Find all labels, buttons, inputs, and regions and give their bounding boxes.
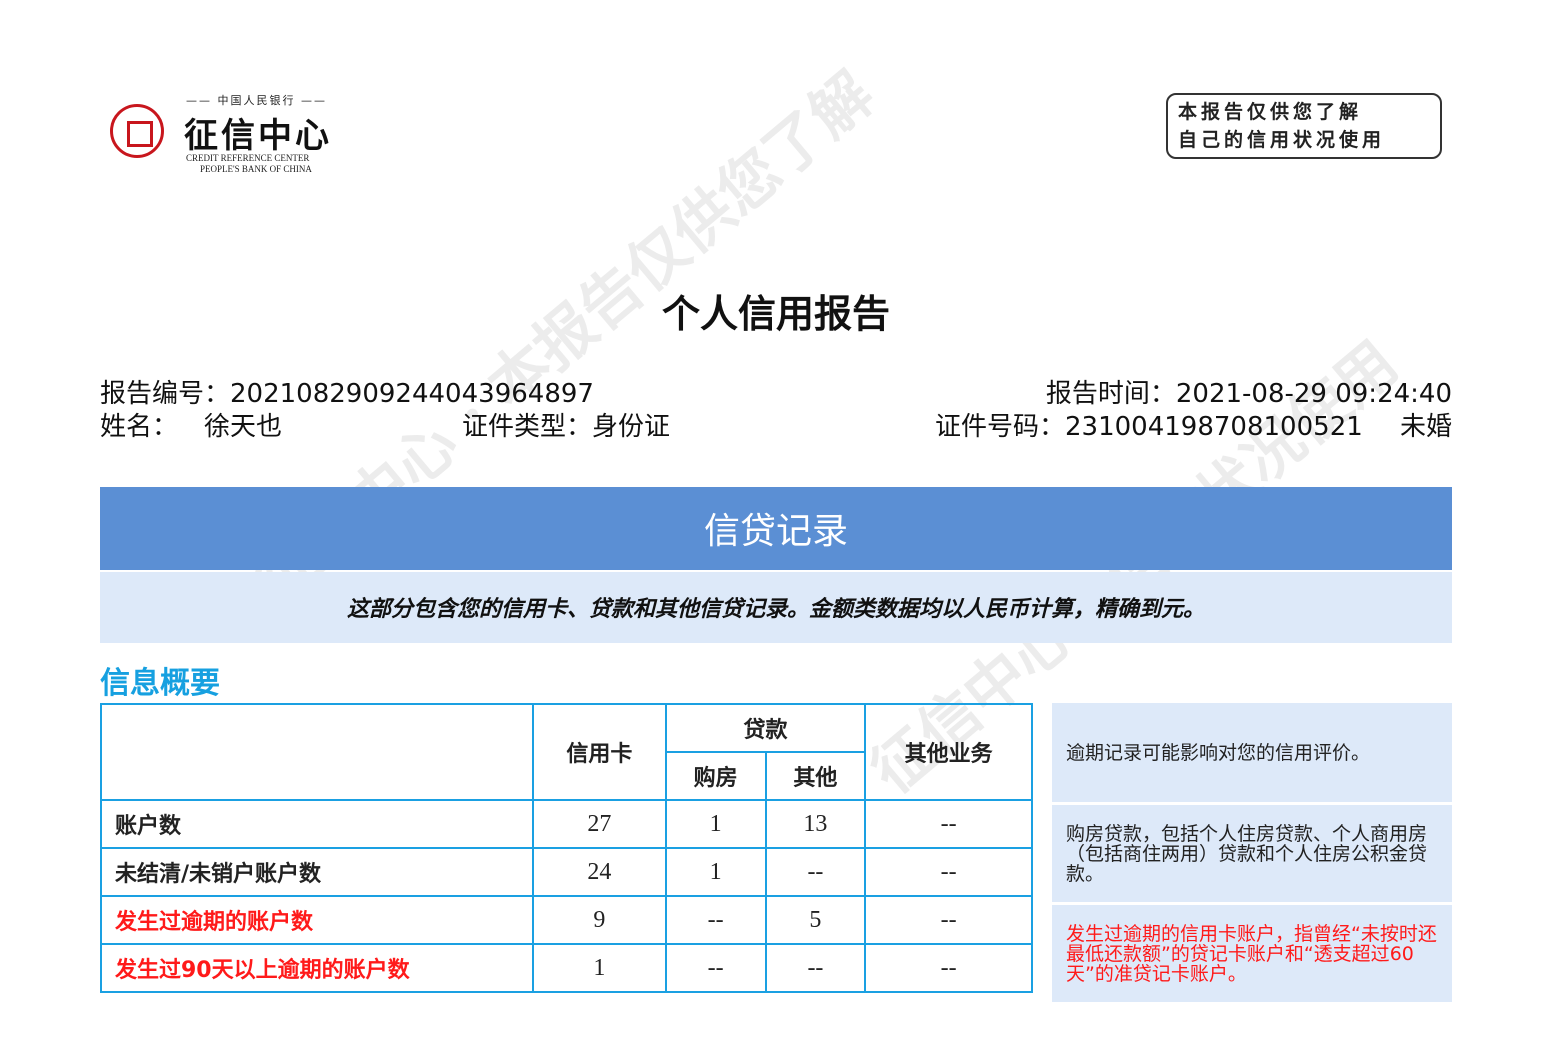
note-housing-loan: 购房贷款，包括个人住房贷款、个人商用房（包括商住两用）贷款和个人住房公积金贷款。 — [1052, 805, 1452, 902]
report-time-label: 报告时间： — [1045, 379, 1176, 409]
table-row: 发生过90天以上逾期的账户数 1 -- -- -- — [99, 943, 1033, 993]
name-field: 姓名： 徐天也 — [100, 406, 282, 443]
row-value: -- — [764, 943, 867, 993]
report-time-value: 2021-08-29 09:24:40 — [1175, 379, 1452, 409]
id-number-label: 证件号码： — [935, 412, 1066, 442]
row-value: 1 — [532, 943, 667, 993]
name-value: 徐天也 — [204, 412, 283, 442]
row-label: 未结清/未销户账户数 — [99, 847, 535, 897]
row-value: -- — [764, 847, 867, 897]
row-value: -- — [864, 895, 1033, 945]
table-row: 发生过逾期的账户数 9 -- 5 -- — [99, 895, 1033, 945]
table-row: 账户数 27 1 13 -- — [99, 799, 1033, 849]
row-label: 发生过逾期的账户数 — [99, 895, 535, 945]
marital-status: 未婚 — [1399, 412, 1452, 442]
id-number-field: 证件号码：231004198708100521 — [935, 406, 1363, 443]
report-time: 报告时间：2021-08-29 09:24:40 — [1046, 373, 1452, 410]
row-value: 1 — [664, 847, 767, 897]
table-subheader-row: 购房 其他 — [101, 751, 1032, 801]
row-value: 9 — [532, 895, 667, 945]
row-value: 24 — [532, 847, 667, 897]
row-value: -- — [664, 943, 767, 993]
row-value: 13 — [764, 799, 867, 849]
stamp-line-2: 自己的信用状况使用 — [1178, 129, 1386, 151]
overview-table: 信用卡 贷款 其他业务 购房 其他 账户数 27 1 13 -- 未结清/未销户账户数 24… — [99, 703, 1033, 993]
section-note: 这部分包含您的信用卡、贷款和其他信贷记录。金额类数据均以人民币计算，精确到元。 — [100, 572, 1452, 643]
header-other-business: 其他业务 — [864, 703, 1033, 801]
report-number-value: 2021082909244043964897 — [230, 379, 594, 409]
id-number-value: 231004198708100521 — [1065, 412, 1363, 442]
credit-center-logo-icon — [110, 104, 164, 158]
id-type-field: 证件类型：身份证 — [462, 406, 670, 443]
row-value: -- — [864, 799, 1033, 849]
row-value: 27 — [532, 799, 667, 849]
header-blank — [99, 703, 535, 801]
section-band-title: 信贷记录 — [100, 487, 1452, 570]
report-number: 报告编号：2021082909244043964897 — [100, 373, 594, 410]
row-value: 5 — [764, 895, 867, 945]
row-label: 账户数 — [99, 799, 535, 849]
usage-stamp: 本报告仅供您了解 自己的信用状况使用 — [1166, 93, 1442, 159]
note-overdue-card: 发生过逾期的信用卡账户，指曾经“未按时还最低还款额”的贷记卡账户和“透支超过60… — [1052, 905, 1452, 1002]
stamp-line-1: 本报告仅供您了解 — [1178, 101, 1363, 123]
row-label: 发生过90天以上逾期的账户数 — [99, 943, 535, 993]
header-other: 其他 — [764, 751, 867, 801]
row-value: -- — [864, 847, 1033, 897]
id-type-label: 证件类型： — [462, 412, 593, 442]
header-credit-card: 信用卡 — [532, 703, 667, 801]
page-title: 个人信用报告 — [661, 292, 890, 336]
report-number-label: 报告编号： — [100, 379, 231, 409]
header-housing: 购房 — [664, 751, 767, 801]
header-loan: 贷款 — [664, 703, 867, 753]
note-overdue: 逾期记录可能影响对您的信用评价。 — [1052, 703, 1452, 802]
row-value: -- — [864, 943, 1033, 993]
table-row: 未结清/未销户账户数 24 1 -- -- — [99, 847, 1033, 897]
overview-title: 信息概要 — [100, 666, 220, 701]
id-type-value: 身份证 — [592, 412, 671, 442]
logo-english-2: PEOPLE'S BANK OF CHINA — [200, 164, 312, 174]
logo-top-text: —— 中国人民银行 —— — [186, 94, 327, 107]
logo-name: 征信中心 — [184, 116, 332, 156]
row-value: -- — [664, 895, 767, 945]
logo-english-1: CREDIT REFERENCE CENTER — [186, 153, 310, 163]
row-value: 1 — [664, 799, 767, 849]
table-header-row: 信用卡 贷款 其他业务 — [99, 703, 1033, 801]
name-label: 姓名： — [100, 412, 179, 442]
